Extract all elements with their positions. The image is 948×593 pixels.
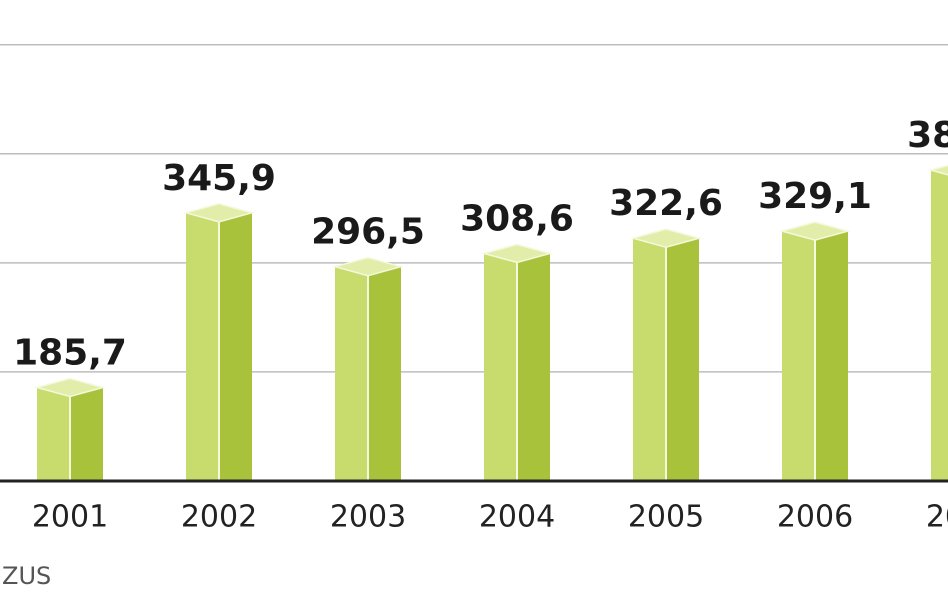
bar <box>183 203 255 481</box>
bar <box>630 228 702 481</box>
x-tick-label: 2005 <box>628 500 704 535</box>
bar <box>481 243 553 481</box>
x-tick-label: 2007 <box>926 500 948 535</box>
value-label: 345,9 <box>162 158 276 199</box>
x-tick-label: 2001 <box>32 500 108 535</box>
value-label: 322,6 <box>609 183 723 224</box>
bar <box>928 164 948 481</box>
bar <box>34 377 106 481</box>
value-label: 296,5 <box>311 212 425 253</box>
value-label: 329,1 <box>758 176 872 217</box>
value-label: 185,7 <box>13 333 127 374</box>
x-tick-label: 2002 <box>181 500 257 535</box>
x-tick-label: 2003 <box>330 500 406 535</box>
bar <box>779 221 851 481</box>
x-tick-label: 2004 <box>479 500 555 535</box>
value-label: 308,6 <box>460 198 574 239</box>
value-label: 385,0 <box>907 115 948 156</box>
bar <box>332 256 404 481</box>
source: ZUS <box>2 562 51 590</box>
x-tick-label: 2006 <box>777 500 853 535</box>
